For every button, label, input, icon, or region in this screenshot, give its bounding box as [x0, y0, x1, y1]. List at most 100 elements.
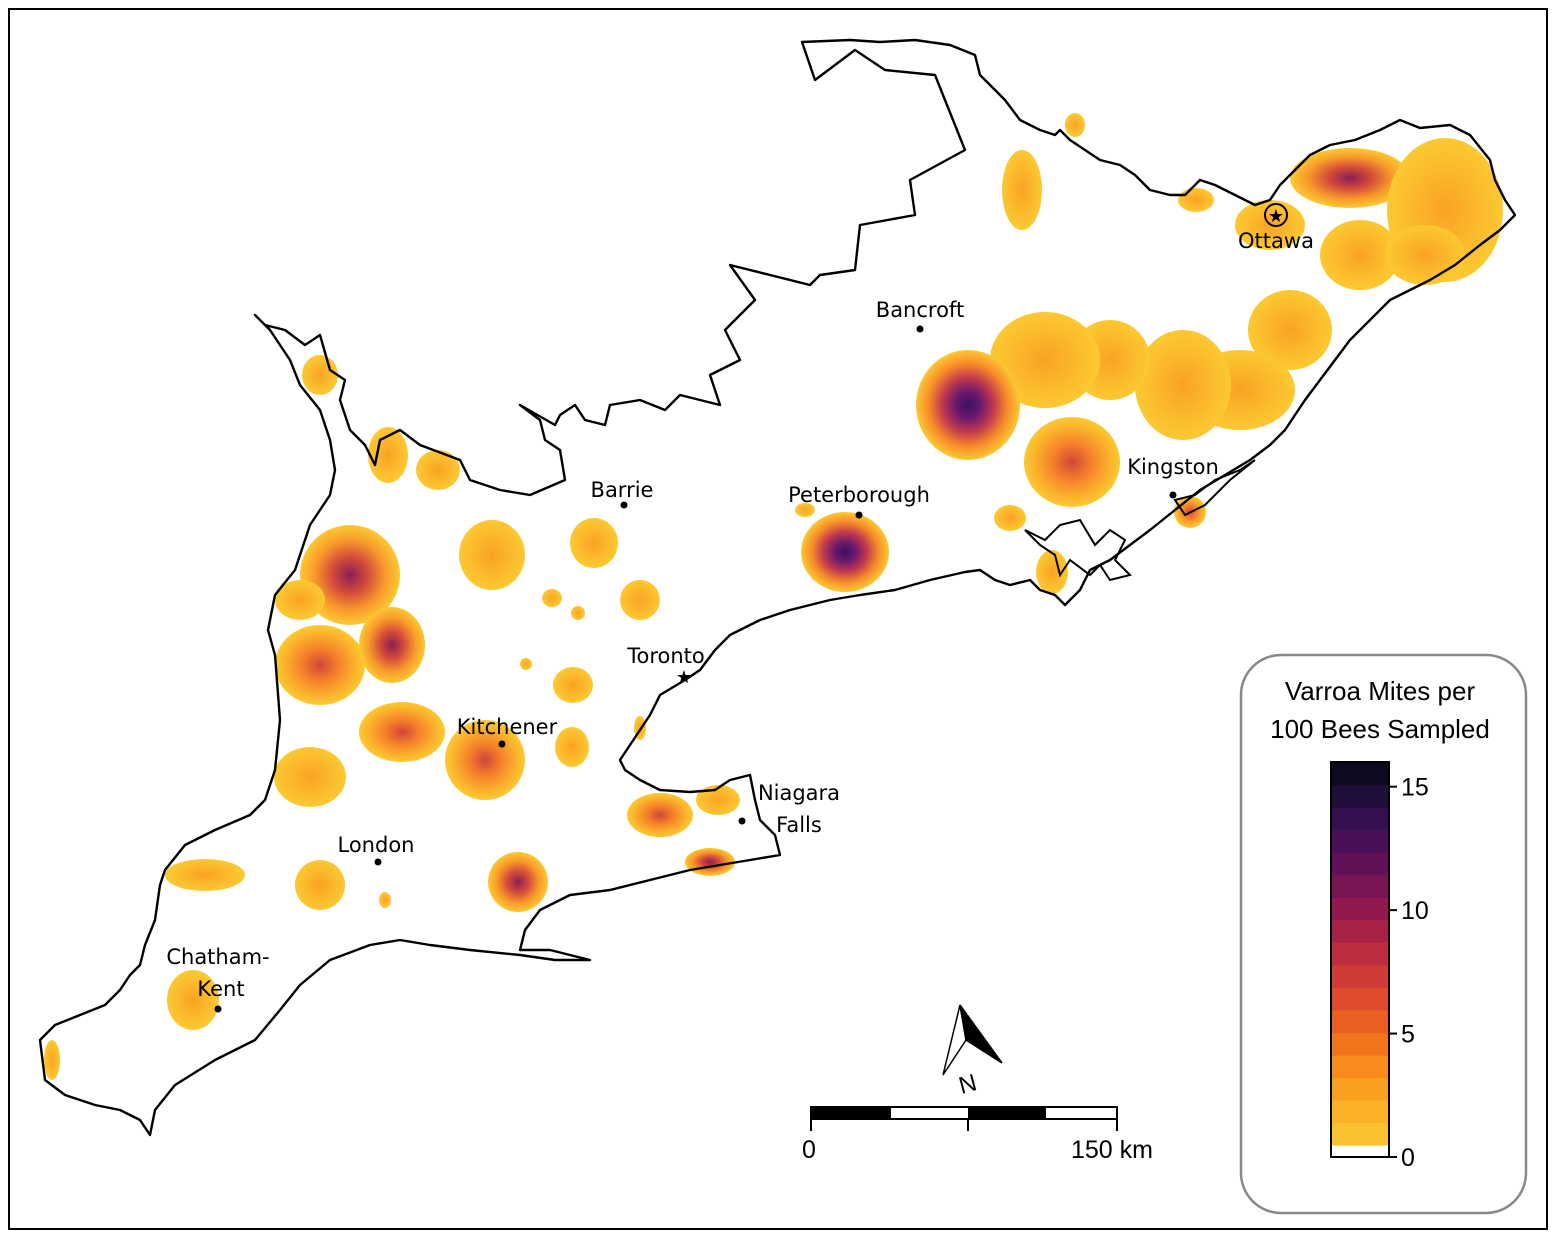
city-label: Niagara — [758, 781, 840, 805]
heat-patch — [1320, 220, 1400, 290]
legend-color-band — [1331, 1009, 1389, 1033]
heat-patch — [368, 427, 408, 483]
heat-patch — [295, 860, 345, 910]
legend-color-band — [1331, 1032, 1389, 1056]
thousand-islands-coast — [1024, 518, 1132, 582]
scale-end-label: 150 km — [1071, 1136, 1153, 1164]
heat-patch — [167, 970, 219, 1030]
heat-patch — [994, 505, 1026, 531]
legend-ramp-outline — [1330, 761, 1390, 1158]
heat-patch — [571, 606, 585, 620]
heat-patch — [359, 607, 425, 683]
heat-patch — [542, 589, 562, 607]
heat-patch — [570, 518, 618, 568]
heat-patch — [445, 720, 525, 800]
heat-patch — [916, 350, 1020, 460]
legend-color-band — [1331, 784, 1389, 808]
legend-color-band — [1331, 1099, 1389, 1124]
heat-patch — [379, 892, 391, 908]
heat-patch — [1024, 417, 1120, 507]
city-label: Peterborough — [788, 483, 930, 507]
city-label: Barrie — [591, 478, 654, 502]
city-toronto: ★ Toronto — [626, 644, 705, 688]
heat-patch — [1002, 150, 1042, 230]
legend-color-band — [1331, 829, 1389, 853]
heat-patch — [696, 785, 740, 815]
legend-color-band — [1331, 762, 1389, 786]
southern-ontario-outline — [38, 38, 1517, 1137]
north-arrow: N — [942, 1004, 1003, 1100]
heat-patch — [685, 848, 735, 876]
city-chatham-kent: Chatham- Kent — [166, 945, 270, 1013]
heat-patch — [990, 312, 1100, 408]
city-label: Kitchener — [457, 715, 558, 739]
heat-patch — [488, 852, 548, 912]
heat-patch — [1248, 290, 1332, 370]
heat-patch — [627, 793, 693, 837]
heat-patch — [459, 520, 525, 590]
city-kingston: Kingston — [1127, 455, 1219, 499]
city-label: Kingston — [1127, 455, 1219, 479]
legend-color-band — [1331, 919, 1389, 943]
legend-color-band — [1331, 942, 1389, 966]
city-dot — [916, 325, 924, 333]
heat-patch — [1135, 330, 1231, 440]
heat-patch — [553, 667, 593, 703]
city-label: Kent — [197, 977, 244, 1001]
city-label: Falls — [776, 813, 822, 837]
heat-patch — [302, 355, 338, 395]
legend-title-line: Varroa Mites per — [1285, 676, 1476, 706]
heat-patch — [44, 1040, 60, 1080]
north-label: N — [956, 1069, 980, 1100]
wolfe-island-coast — [1173, 459, 1256, 517]
city-barrie: Barrie — [591, 478, 654, 509]
city-dot — [620, 501, 628, 509]
heat-patch — [620, 580, 660, 620]
city-dot — [214, 1005, 222, 1013]
legend-color-band — [1331, 1122, 1389, 1146]
heat-patch — [795, 503, 815, 517]
varroa-heat-surface — [44, 113, 1503, 1080]
city-niagara-falls: Niagara Falls — [738, 781, 840, 837]
heat-patch — [1290, 148, 1410, 208]
city-peterborough: Peterborough — [788, 483, 930, 519]
city-london: London — [338, 833, 415, 866]
capital-star-icon: ★ — [1268, 206, 1284, 227]
scale-bar-segment — [968, 1107, 1046, 1119]
city-dot — [498, 740, 506, 748]
heat-patch — [165, 859, 245, 891]
legend: Varroa Mites per 100 Bees Sampled 15 10 5 0 — [1239, 653, 1528, 1215]
city-kitchener: Kitchener — [457, 715, 558, 748]
city-ottawa: ★ Ottawa — [1238, 203, 1314, 253]
capital-marker-ring — [1264, 203, 1288, 227]
legend-title-line: 100 Bees Sampled — [1270, 714, 1490, 744]
city-dot — [738, 817, 746, 825]
legend-color-band — [1331, 1077, 1389, 1101]
legend-color-band — [1331, 897, 1389, 921]
heat-patch — [520, 658, 532, 670]
heat-patch — [1065, 113, 1085, 137]
heat-patch — [274, 747, 346, 807]
legend-color-band — [1331, 964, 1389, 988]
legend-tick-label: 5 — [1401, 1021, 1415, 1049]
city-dot — [1169, 491, 1177, 499]
city-label: London — [338, 833, 415, 857]
legend-ticks: 15 10 5 0 — [1389, 774, 1429, 1172]
legend-color-band — [1331, 1054, 1389, 1079]
city-bancroft: Bancroft — [876, 298, 964, 333]
scale-bar-segment — [811, 1107, 891, 1119]
scale-start-label: 0 — [802, 1136, 816, 1164]
heat-patch — [275, 580, 325, 620]
heat-patch — [359, 702, 445, 762]
legend-tick-label: 0 — [1401, 1144, 1415, 1172]
heat-patch — [1385, 225, 1465, 285]
city-label: Bancroft — [876, 298, 964, 322]
legend-color-band — [1331, 987, 1389, 1011]
legend-color-band — [1331, 852, 1389, 876]
heat-patch — [1178, 188, 1214, 212]
city-label: Chatham- — [166, 945, 269, 969]
heat-patch — [801, 512, 889, 592]
map-frame — [8, 8, 1548, 1230]
heat-patch — [416, 450, 460, 490]
